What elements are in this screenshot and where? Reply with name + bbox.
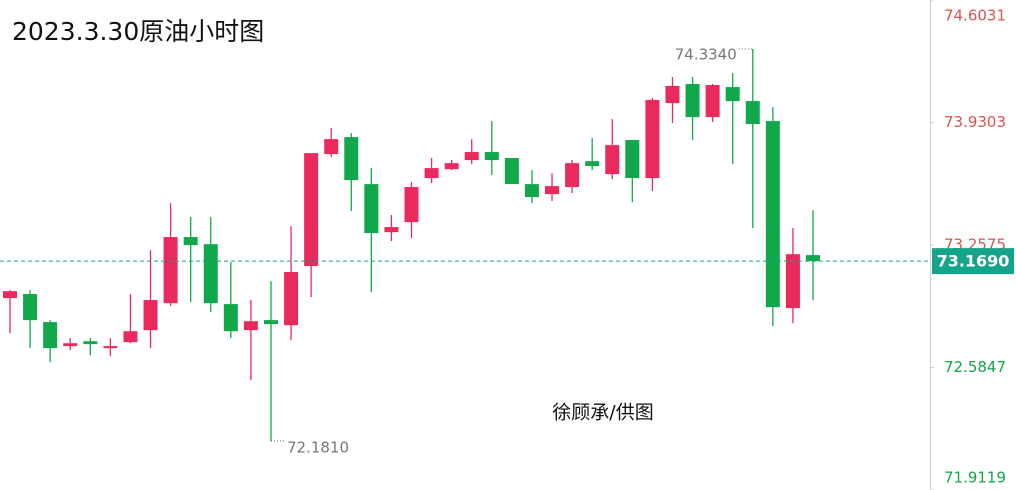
candle-body xyxy=(685,83,700,118)
candle-body xyxy=(304,153,319,267)
candle-body xyxy=(504,158,519,185)
candle-body xyxy=(364,184,379,234)
candle-body xyxy=(524,184,539,198)
candle-body xyxy=(745,101,760,125)
watermark: 徐顾承/供图 xyxy=(552,402,653,424)
candle-body xyxy=(83,341,98,345)
candle-body xyxy=(324,139,339,155)
last-price-label: 73.1690 xyxy=(937,252,1010,271)
candle-body xyxy=(143,300,158,331)
candle-body xyxy=(806,255,820,262)
candle-body xyxy=(163,237,178,304)
y-tick-label: 73.9303 xyxy=(944,113,1006,131)
candle-body xyxy=(344,137,359,181)
last-price-box xyxy=(932,248,1014,275)
candle-body xyxy=(284,272,299,326)
candle-body xyxy=(424,168,439,179)
candle-body xyxy=(785,254,800,309)
y-tick-label: 74.6031 xyxy=(944,7,1006,25)
candle-body xyxy=(444,163,459,170)
candle-body xyxy=(565,163,580,188)
candle-body xyxy=(484,152,499,161)
candle-body xyxy=(103,346,118,349)
candle-body xyxy=(223,304,238,332)
candle-body xyxy=(725,87,740,102)
low-marker-label: 72.1810 xyxy=(287,439,349,457)
candle-body xyxy=(384,227,399,233)
candle-body xyxy=(665,85,680,104)
candle-body xyxy=(625,140,640,179)
candle-body xyxy=(123,331,138,343)
high-marker-label: 74.3340 xyxy=(675,45,737,63)
candle-body xyxy=(203,244,218,304)
chart-title: 2023.3.30原油小时图 xyxy=(12,17,264,46)
candle-body xyxy=(765,121,780,308)
candle-body xyxy=(464,152,479,161)
candle-body xyxy=(63,343,78,347)
candle-body xyxy=(43,322,58,349)
y-tick-label: 72.5847 xyxy=(944,358,1006,376)
candle-body xyxy=(23,294,38,321)
candle-body xyxy=(645,99,660,179)
candle-body xyxy=(263,320,278,325)
candle-body xyxy=(605,145,620,175)
y-tick-label: 71.9119 xyxy=(944,469,1006,487)
candle-body xyxy=(705,85,720,118)
candle-body xyxy=(3,291,17,299)
candle-body xyxy=(585,161,600,167)
candle-body xyxy=(243,321,258,331)
candle-body xyxy=(545,186,560,195)
candle-body xyxy=(404,187,419,223)
candle-body xyxy=(183,237,198,246)
